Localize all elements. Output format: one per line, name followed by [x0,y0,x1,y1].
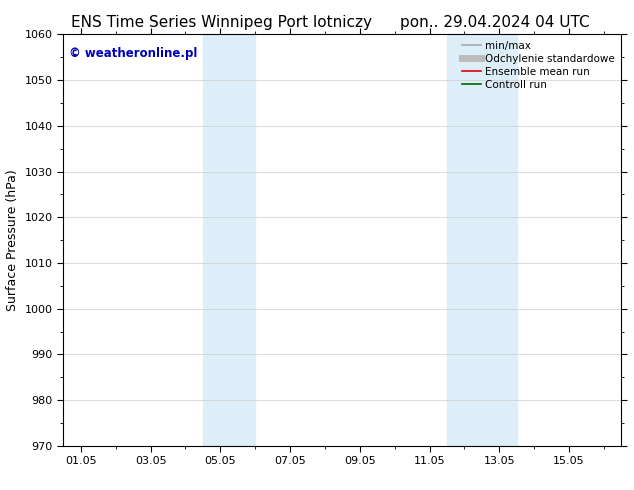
Bar [447,34,517,446]
Text: pon.. 29.04.2024 04 UTC: pon.. 29.04.2024 04 UTC [399,15,590,30]
Bar [203,34,255,446]
Legend: min/max, Odchylenie standardowe, Ensemble mean run, Controll run: min/max, Odchylenie standardowe, Ensembl… [458,36,619,94]
Text: © weatheronline.pl: © weatheronline.pl [69,47,197,60]
Text: ENS Time Series Winnipeg Port lotniczy: ENS Time Series Winnipeg Port lotniczy [72,15,372,30]
Y-axis label: Surface Pressure (hPa): Surface Pressure (hPa) [6,169,19,311]
